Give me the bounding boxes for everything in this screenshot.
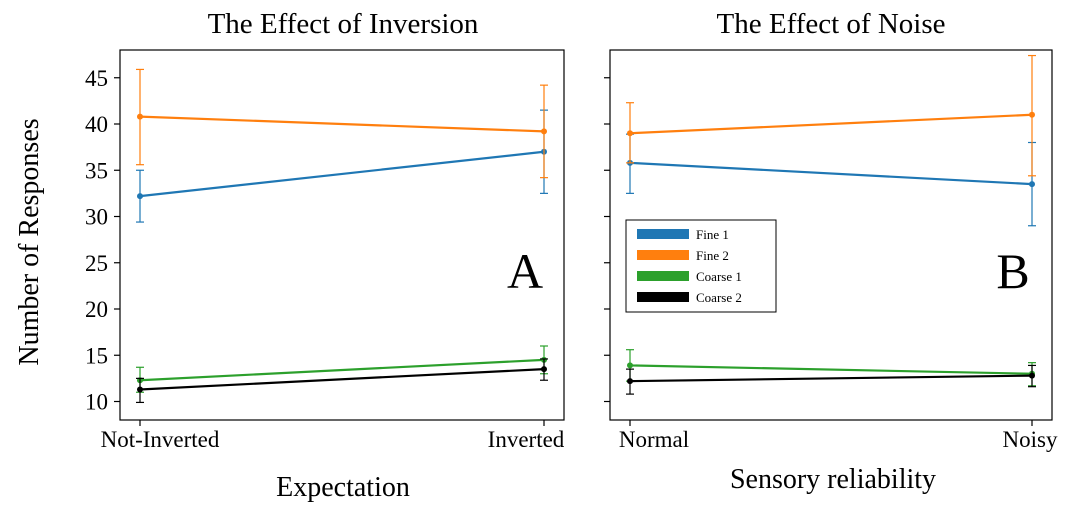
series-fine-2 bbox=[626, 54, 1036, 177]
data-point bbox=[541, 128, 547, 135]
y-tick-label: 15 bbox=[85, 343, 108, 368]
y-tick-label: 35 bbox=[85, 158, 108, 183]
series-fine-1 bbox=[626, 133, 1036, 227]
y-tick-label: 40 bbox=[85, 112, 108, 137]
panel-letter: B bbox=[996, 243, 1029, 299]
y-tick-label: 25 bbox=[85, 251, 108, 276]
plot-frame bbox=[119, 49, 565, 421]
legend-swatch bbox=[637, 250, 689, 260]
legend-label: Coarse 1 bbox=[696, 269, 742, 284]
data-point bbox=[541, 366, 547, 373]
x-axis-label: Expectation bbox=[276, 472, 410, 503]
series-line bbox=[139, 115, 545, 133]
y-tick-label: 20 bbox=[85, 297, 108, 322]
series-coarse-1 bbox=[136, 345, 548, 393]
series-line bbox=[629, 364, 1033, 375]
series-coarse-2 bbox=[626, 364, 1036, 395]
panel-letter: A bbox=[507, 243, 543, 299]
x-axis-label: Sensory reliability bbox=[730, 464, 936, 495]
x-tick-label: Normal bbox=[619, 427, 689, 452]
legend-swatch bbox=[637, 229, 689, 239]
series-fine-1 bbox=[136, 109, 548, 223]
data-point bbox=[627, 378, 633, 385]
series-fine-2 bbox=[136, 68, 548, 179]
data-point bbox=[137, 386, 143, 393]
panel-A: The Effect of Inversion 10 15 20 25 30 35 40 45 N… bbox=[85, 8, 565, 503]
y-tick-label: 30 bbox=[85, 205, 108, 230]
legend-swatch bbox=[637, 292, 689, 302]
legend-label: Fine 1 bbox=[696, 227, 729, 242]
data-point bbox=[137, 113, 143, 120]
y-axis-label: Number of Responses bbox=[14, 118, 45, 365]
series-coarse-2 bbox=[136, 358, 548, 404]
series-line bbox=[139, 358, 545, 382]
legend-label: Coarse 2 bbox=[696, 290, 742, 305]
panel-title: The Effect of Inversion bbox=[208, 8, 479, 40]
series-line bbox=[629, 113, 1033, 135]
series-line bbox=[629, 374, 1033, 383]
legend: Fine 1 Fine 2 Coarse 1 Coarse 2 bbox=[625, 219, 777, 313]
plot-frame bbox=[609, 49, 1053, 421]
legend-swatch bbox=[637, 271, 689, 281]
series-line bbox=[139, 368, 545, 391]
panel-title: The Effect of Noise bbox=[717, 8, 946, 40]
series-line bbox=[139, 150, 545, 198]
x-tick-label: Not-Inverted bbox=[101, 427, 220, 452]
x-tick-label: Noisy bbox=[1003, 427, 1058, 452]
y-tick-label: 10 bbox=[85, 390, 108, 415]
data-point bbox=[137, 193, 143, 200]
data-point bbox=[1029, 181, 1035, 188]
data-point bbox=[627, 130, 633, 137]
panel-B: The Effect of Noise Normal Noisy Sensory re… bbox=[604, 8, 1058, 495]
data-point bbox=[627, 362, 633, 369]
series-line bbox=[629, 161, 1033, 186]
data-point bbox=[1029, 111, 1035, 118]
legend-label: Fine 2 bbox=[696, 248, 729, 263]
y-tick-label: 45 bbox=[85, 66, 108, 91]
data-point bbox=[1029, 372, 1035, 379]
x-tick-label: Inverted bbox=[488, 427, 565, 452]
